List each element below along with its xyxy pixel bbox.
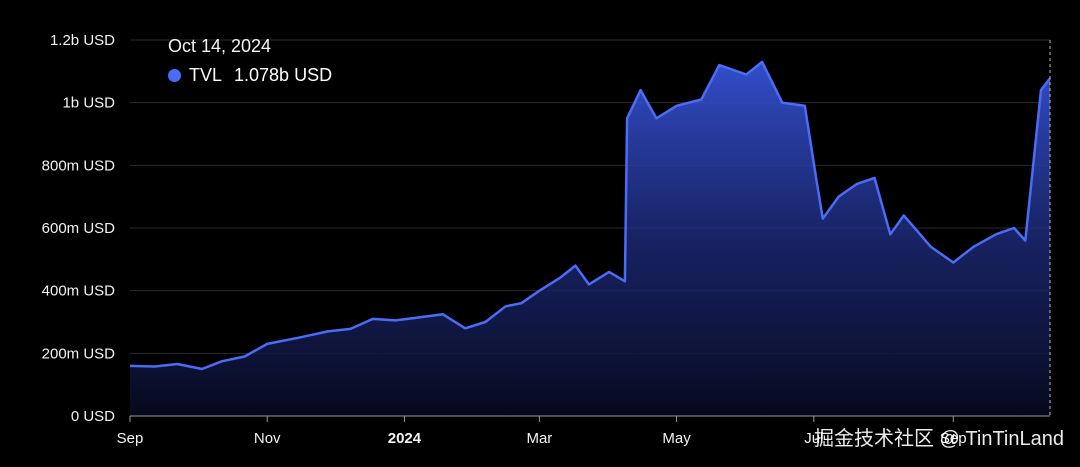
watermark: 掘金技术社区 @ TinTinLand — [814, 428, 1064, 450]
x-tick-label: 2024 — [388, 430, 422, 447]
y-tick-label: 600m USD — [42, 220, 116, 237]
x-tick-label: Nov — [254, 430, 281, 447]
y-tick-label: 1.2b USD — [50, 32, 115, 49]
tvl-area — [130, 61, 1050, 417]
x-axis-ticks: Sep Nov 2024 Mar May Jul Sep — [117, 416, 967, 447]
tvl-line — [129, 60, 1051, 371]
y-tick-label: 200m USD — [42, 345, 116, 362]
y-tick-label: 0 USD — [71, 408, 115, 425]
tooltip-series-label: TVL — [189, 65, 223, 85]
y-tick-label: 800m USD — [42, 157, 116, 174]
tooltip-row: TVL 1.078b USD — [168, 65, 332, 86]
area-fill — [130, 61, 1050, 417]
tooltip: Oct 14, 2024 TVL 1.078b USD — [168, 36, 332, 86]
x-tick-label: Sep — [940, 430, 967, 447]
tooltip-value: 1.078b USD — [234, 65, 333, 85]
y-tick-label: 400m USD — [42, 283, 116, 300]
x-tick-label: Jul — [804, 430, 823, 447]
y-axis-ticks: 0 USD 200m USD 400m USD 600m USD 800m USD 1b … — [42, 32, 116, 425]
x-tick-label: Mar — [526, 430, 552, 447]
x-tick-label: Sep — [117, 430, 144, 447]
x-tick-label: May — [662, 430, 691, 447]
series-dot-icon — [168, 69, 181, 82]
tooltip-date: Oct 14, 2024 — [168, 36, 272, 56]
y-tick-label: 1b USD — [62, 95, 115, 112]
series-line — [129, 60, 1051, 371]
